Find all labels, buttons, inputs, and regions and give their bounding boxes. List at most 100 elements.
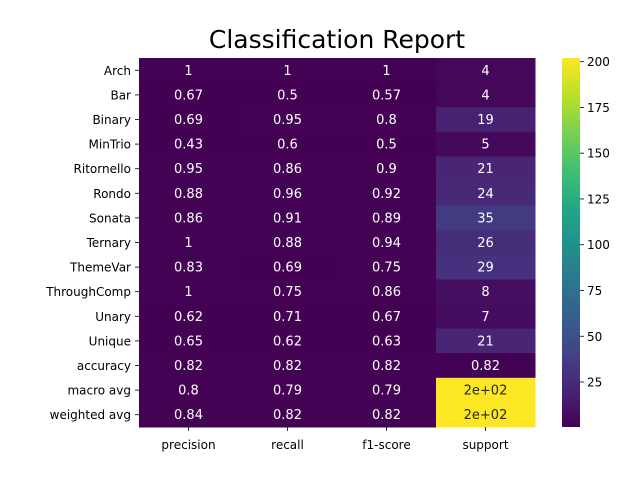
- row-tick-label: Bar: [110, 88, 131, 102]
- heatmap-cell: [337, 402, 437, 428]
- heatmap-cell: [337, 107, 437, 133]
- cell-value-label: 0.71: [273, 310, 302, 325]
- cell-value-label: 4: [481, 88, 489, 103]
- heatmap-cell: [337, 254, 437, 280]
- chart-title: Classification Report: [209, 25, 465, 54]
- cell-value-label: 35: [477, 211, 494, 226]
- heatmap-cell: [139, 82, 239, 108]
- cell-value-label: 1: [184, 285, 192, 300]
- heatmap-cell: [337, 131, 437, 157]
- heatmap-cell: [139, 353, 239, 379]
- heatmap-cell: [139, 279, 239, 305]
- heatmap-cell-labels: 1 1 1 4 0.67 0.5 0.57 4 0.69 0.95 0.8 19 0.43 0.6 0.5 5…: [174, 64, 507, 423]
- heatmap-cell: [436, 82, 536, 108]
- cell-value-label: 8: [481, 285, 489, 300]
- cell-value-label: 1: [382, 64, 390, 79]
- cell-value-label: 0.94: [372, 236, 401, 251]
- cell-value-label: 0.88: [174, 187, 203, 202]
- cell-value-label: 0.79: [273, 384, 302, 399]
- heatmap-cell: [337, 181, 437, 207]
- row-tick-label: Rondo: [93, 187, 131, 201]
- colorbar-tick-label: 75: [587, 284, 602, 298]
- cell-value-label: 0.82: [471, 359, 500, 374]
- column-tick-label: support: [462, 438, 508, 452]
- heatmap-cell: [436, 205, 536, 231]
- heatmap-cell: [337, 279, 437, 305]
- cell-value-label: 0.83: [174, 261, 203, 276]
- heatmap-cells: [139, 58, 536, 428]
- row-tick-label: Arch: [104, 64, 131, 78]
- cell-value-label: 0.82: [273, 408, 302, 423]
- cell-value-label: 0.86: [174, 211, 203, 226]
- colorbar-tick-label: 175: [587, 101, 610, 115]
- column-tick-label: precision: [161, 438, 215, 452]
- cell-value-label: 0.67: [372, 310, 401, 325]
- heatmap-cell: [337, 377, 437, 403]
- row-tick-label: Ternary: [86, 236, 131, 250]
- column-tick-label: recall: [271, 438, 304, 452]
- cell-value-label: 21: [477, 162, 494, 177]
- cell-value-label: 0.67: [174, 88, 203, 103]
- row-tick-label: macro avg: [67, 384, 131, 398]
- cell-value-label: 7: [481, 310, 489, 325]
- cell-value-label: 0.79: [372, 384, 401, 399]
- heatmap-cell: [139, 58, 239, 84]
- heatmap-cell: [238, 328, 338, 354]
- heatmap-cell: [436, 402, 536, 428]
- colorbar-gradient: [562, 58, 580, 427]
- row-tick-label: ThemeVar: [69, 261, 131, 275]
- row-tick-label: Binary: [92, 113, 131, 127]
- heatmap-cell: [337, 304, 437, 330]
- heatmap-cell: [238, 131, 338, 157]
- cell-value-label: 0.65: [174, 334, 203, 349]
- heatmap-cell: [337, 205, 437, 231]
- cell-value-label: 0.82: [273, 359, 302, 374]
- heatmap-cell: [139, 328, 239, 354]
- heatmap-cell: [238, 353, 338, 379]
- heatmap-cell: [238, 402, 338, 428]
- cell-value-label: 1: [283, 64, 291, 79]
- heatmap-cell: [436, 230, 536, 256]
- cell-value-label: 21: [477, 334, 494, 349]
- heatmap-cell: [139, 377, 239, 403]
- column-tick-label: f1-score: [362, 438, 410, 452]
- colorbar: 25 50 75 100 125 150 175 200: [562, 55, 610, 427]
- heatmap-cell: [436, 304, 536, 330]
- heatmap-cell: [238, 156, 338, 182]
- cell-value-label: 0.82: [372, 408, 401, 423]
- heatmap-cell: [139, 230, 239, 256]
- cell-value-label: 1: [184, 64, 192, 79]
- heatmap-cell: [436, 279, 536, 305]
- heatmap-cell: [436, 58, 536, 84]
- heatmap-cell: [139, 254, 239, 280]
- cell-value-label: 0.86: [372, 285, 401, 300]
- row-tick-labels: Arch Bar Binary MinTrio Ritornello Rondo Sonat…: [45, 64, 139, 422]
- heatmap-cell: [238, 230, 338, 256]
- row-tick-label: weighted avg: [50, 408, 131, 422]
- heatmap-cell: [436, 328, 536, 354]
- heatmap-cell: [337, 156, 437, 182]
- cell-value-label: 0.62: [174, 310, 203, 325]
- cell-value-label: 19: [477, 113, 494, 128]
- heatmap-cell: [436, 254, 536, 280]
- cell-value-label: 0.57: [372, 88, 401, 103]
- cell-value-label: 0.6: [277, 138, 298, 153]
- cell-value-label: 0.88: [273, 236, 302, 251]
- heatmap-cell: [238, 181, 338, 207]
- heatmap-cell: [238, 254, 338, 280]
- heatmap-cell: [436, 107, 536, 133]
- cell-value-label: 1: [184, 236, 192, 251]
- row-tick-label: Unique: [89, 334, 131, 348]
- cell-value-label: 5: [481, 138, 489, 153]
- cell-value-label: 2e+02: [464, 384, 508, 399]
- row-tick-label: Ritornello: [74, 162, 131, 176]
- row-tick-label: ThroughComp: [45, 285, 131, 299]
- heatmap-cell: [238, 304, 338, 330]
- cell-value-label: 0.8: [376, 113, 397, 128]
- heatmap-cell: [238, 58, 338, 84]
- heatmap-cell: [238, 82, 338, 108]
- cell-value-label: 0.92: [372, 187, 401, 202]
- cell-value-label: 0.91: [273, 211, 302, 226]
- cell-value-label: 0.9: [376, 162, 397, 177]
